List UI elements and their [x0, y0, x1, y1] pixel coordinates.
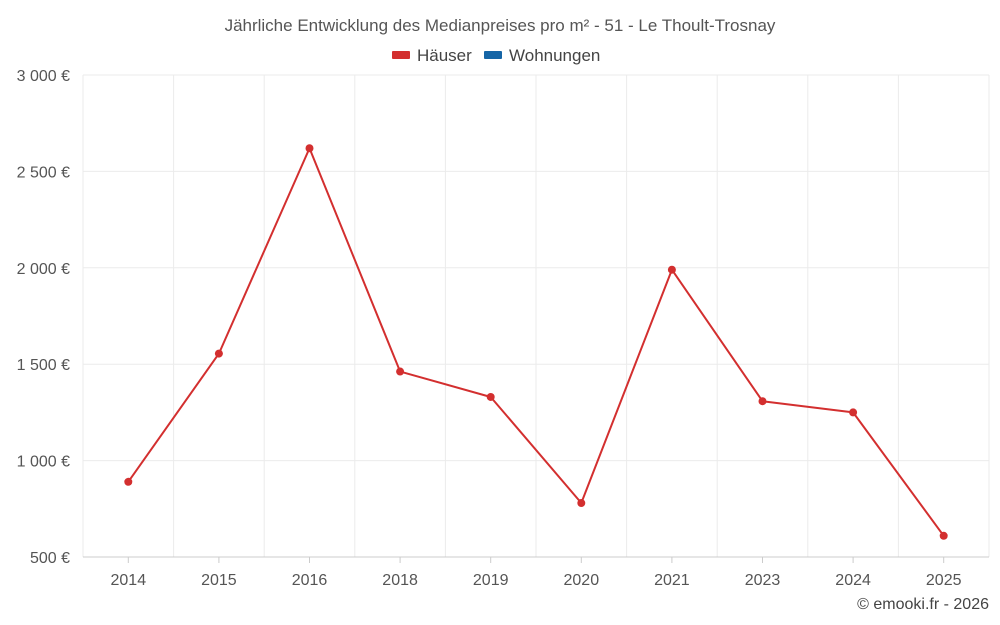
data-point-haeuser[interactable] [849, 408, 858, 417]
gridlines [82, 74, 990, 558]
x-tick-label: 2016 [292, 572, 328, 589]
data-point-haeuser[interactable] [124, 477, 133, 486]
data-point-haeuser[interactable] [667, 265, 676, 274]
legend-swatch-haeuser [392, 51, 410, 59]
y-tick-label: 2 500 € [17, 164, 70, 181]
chart-title: Jährliche Entwicklung des Medianpreises … [225, 16, 776, 35]
x-tick-label: 2024 [835, 572, 871, 589]
legend-item-haeuser[interactable]: Häuser [392, 46, 472, 65]
y-tick-label: 1 500 € [17, 357, 70, 374]
x-tick-label: 2015 [201, 572, 237, 589]
legend-label-haeuser: Häuser [417, 46, 472, 65]
series-haeuser [124, 144, 948, 540]
credit-text: © emooki.fr - 2026 [857, 596, 989, 613]
x-tick-label: 2020 [564, 572, 600, 589]
data-point-haeuser[interactable] [939, 531, 948, 540]
legend: Häuser Wohnungen [392, 46, 600, 65]
x-tick-label: 2018 [382, 572, 418, 589]
data-point-haeuser[interactable] [305, 144, 314, 153]
x-tick-label: 2019 [473, 572, 509, 589]
data-point-haeuser[interactable] [758, 397, 767, 406]
series-line-haeuser [127, 147, 945, 537]
x-tick-label: 2025 [926, 572, 962, 589]
x-tick-label: 2014 [111, 572, 147, 589]
x-axis: 2014 2015 2016 2018 2019 2020 2021 2023 2024 2025 [83, 556, 989, 589]
y-tick-label: 2 000 € [17, 261, 70, 278]
legend-swatch-wohnungen [484, 51, 502, 59]
x-tick-label: 2023 [745, 572, 781, 589]
data-point-haeuser[interactable] [396, 367, 405, 376]
legend-label-wohnungen: Wohnungen [509, 46, 600, 65]
y-tick-label: 3 000 € [17, 68, 70, 85]
y-tick-label: 1 000 € [17, 454, 70, 471]
y-tick-label: 500 € [30, 550, 70, 567]
legend-item-wohnungen[interactable]: Wohnungen [484, 46, 600, 65]
x-tick-label: 2021 [654, 572, 690, 589]
data-point-haeuser[interactable] [486, 392, 495, 401]
data-point-haeuser[interactable] [214, 349, 223, 358]
data-point-haeuser[interactable] [577, 499, 586, 508]
y-axis: 500 € 1 000 € 1 500 € 2 000 € 2 500 € 3 000 € [17, 68, 70, 567]
